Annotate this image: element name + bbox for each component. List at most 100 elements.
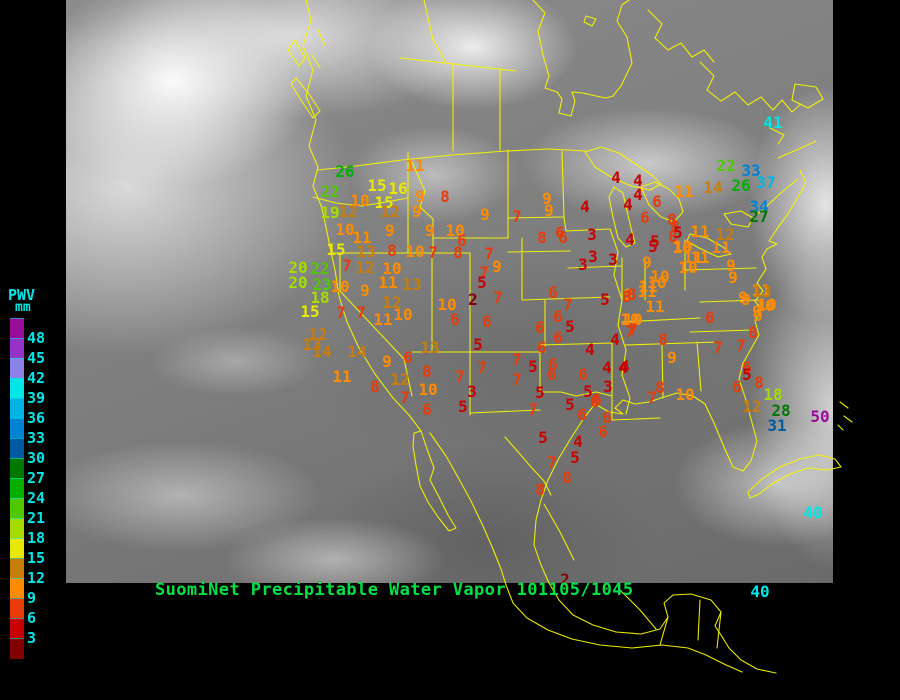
pwv-station-value: 6 xyxy=(553,328,563,347)
pwv-station-value: 4 xyxy=(633,171,643,190)
pwv-station-value: 8 xyxy=(370,377,380,396)
rio-grande-border xyxy=(504,436,552,496)
pwv-station-value: 7 xyxy=(477,358,487,377)
hudson-james-bay xyxy=(532,0,633,117)
us-canada-border xyxy=(317,148,587,171)
pwv-station-value: 19 xyxy=(320,203,340,222)
legend-value-label: 24 xyxy=(27,489,46,507)
bc-coast-islands xyxy=(287,29,326,119)
pwv-station-value: 8 xyxy=(562,468,572,487)
pwv-station-value: 4 xyxy=(602,358,612,377)
pwv-station-value: 13 xyxy=(402,275,422,294)
pwv-station-value: 14 xyxy=(312,342,332,361)
legend-swatch xyxy=(10,438,24,459)
legend-unit: mm xyxy=(15,300,31,315)
pwv-station-value: 10 xyxy=(418,380,438,399)
pwv-station-value: 7 xyxy=(512,350,522,369)
pwv-station-value: 4 xyxy=(625,230,635,249)
pwv-station-value: 28 xyxy=(771,401,791,420)
pwv-station-value: 7 xyxy=(479,263,489,282)
pwv-station-value: 6 xyxy=(602,408,612,427)
pwv-station-value: 10 xyxy=(647,273,667,292)
legend-swatch xyxy=(10,358,24,379)
pwv-station-value: 4 xyxy=(633,185,643,204)
pwv-station-value: 8 xyxy=(387,241,397,260)
pwv-station-value: 6 xyxy=(577,405,587,424)
pwv-station-value: 13 xyxy=(420,338,440,357)
pwv-station-value: 3 xyxy=(608,250,618,269)
pwv-station-value: 5 xyxy=(458,397,468,416)
pwv-station-value: 41 xyxy=(763,113,783,132)
pwv-station-value: 16 xyxy=(388,179,408,198)
pwv-station-value: 7 xyxy=(356,303,366,322)
lake-huron xyxy=(640,181,684,223)
pwv-station-value: 15 xyxy=(374,193,394,212)
bahamas-specks xyxy=(837,401,853,431)
canada-northeast-coast xyxy=(647,9,824,159)
lake-erie xyxy=(686,233,732,258)
pwv-station-value: 6 xyxy=(422,400,432,419)
pwv-station-value: 6 xyxy=(548,283,558,302)
pwv-station-value: 12 xyxy=(355,258,375,277)
pwv-station-value: 12 xyxy=(338,202,358,221)
pwv-station-value: 10 xyxy=(675,385,695,404)
pwv-station-value: 9 xyxy=(542,189,552,208)
pwv-station-value: 10 xyxy=(330,277,350,296)
pwv-station-value: 8 xyxy=(655,378,665,397)
pwv-station-value: 6 xyxy=(450,310,460,329)
pwv-station-value: 6 xyxy=(590,392,600,411)
pwv-station-value: 4 xyxy=(610,330,620,349)
pwv-station-value: 6 xyxy=(482,312,492,331)
pwv-station-value: 11 xyxy=(683,248,703,267)
pwv-station-value: 33 xyxy=(741,161,761,180)
pwv-station-value: 22 xyxy=(716,156,736,175)
legend-swatch xyxy=(10,538,24,559)
pwv-station-value: 10 xyxy=(755,296,775,315)
pwv-station-value: 6 xyxy=(652,192,662,211)
pwv-station-value: 9 xyxy=(544,201,554,220)
pwv-station-value: 11 xyxy=(711,238,731,257)
pwv-station-value: 3 xyxy=(467,382,477,401)
pwv-station-value: 3 xyxy=(588,247,598,266)
pwv-station-value: 9 xyxy=(382,352,392,371)
legend-swatch xyxy=(10,598,24,619)
pwv-station-value: 7 xyxy=(342,256,352,275)
coastlines xyxy=(287,0,853,674)
pwv-station-value: 6 xyxy=(705,308,715,327)
pwv-station-value: 5 xyxy=(600,290,610,309)
legend-value-label: 36 xyxy=(27,409,46,427)
pwv-station-value: 8 xyxy=(422,362,432,381)
us-state-borders xyxy=(312,149,759,496)
pwv-station-value: 4 xyxy=(623,195,633,214)
pwv-station-value: 5 xyxy=(477,273,487,292)
pwv-station-value: 40 xyxy=(803,503,823,522)
pwv-station-value: 13 xyxy=(752,282,772,301)
pwv-station-value: 20 xyxy=(288,273,308,292)
legend-swatch xyxy=(10,458,24,479)
pwv-station-value: 6 xyxy=(537,338,547,357)
pwv-station-value: 31 xyxy=(767,416,787,435)
lake-ontario xyxy=(723,210,754,228)
pacific-coast xyxy=(302,0,422,432)
pwv-station-value: 11 xyxy=(690,248,710,267)
pwv-station-value: 18 xyxy=(310,288,330,307)
legend-swatch xyxy=(10,638,24,659)
pwv-station-value: 13 xyxy=(302,335,322,354)
legend-value-label: 39 xyxy=(27,389,46,407)
pwv-station-value: 5 xyxy=(673,223,683,242)
pwv-station-value: 10 xyxy=(620,310,640,329)
pwv-station-value: 10 xyxy=(623,310,643,329)
pwv-station-value: 5 xyxy=(528,357,538,376)
pwv-station-value: 9 xyxy=(360,281,370,300)
pwv-station-value: 9 xyxy=(728,268,738,287)
pwv-station-value: 9 xyxy=(415,187,425,206)
pwv-station-value: 6 xyxy=(558,228,568,247)
pwv-station-value: 12 xyxy=(390,370,410,389)
pwv-station-value: 50 xyxy=(810,407,830,426)
pwv-station-value: 3 xyxy=(587,225,597,244)
canada-borders xyxy=(317,0,824,219)
pwv-station-value: 7 xyxy=(628,320,638,339)
pwv-station-value: 23 xyxy=(312,275,332,294)
